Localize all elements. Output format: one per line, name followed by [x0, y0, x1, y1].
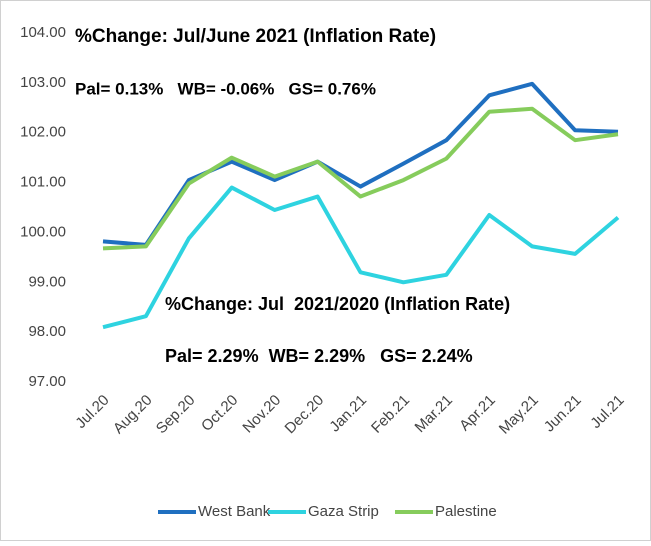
- legend-label: Gaza Strip: [308, 503, 379, 520]
- y-tick-label: 99.00: [28, 273, 66, 290]
- annotation: Pal= 0.13% WB= -0.06% GS= 0.76%: [75, 79, 376, 98]
- annotation: %Change: Jul 2021/2020 (Inflation Rate): [165, 294, 510, 314]
- line-series: [102, 81, 619, 247]
- y-tick-label: 102.00: [20, 124, 66, 141]
- annotation: %Change: Jul/June 2021 (Inflation Rate): [75, 26, 436, 47]
- legend-label: Palestine: [435, 503, 497, 520]
- y-tick-label: 101.00: [20, 174, 66, 191]
- legend-label: West Bank: [198, 503, 271, 520]
- y-tick-label: 97.00: [28, 373, 66, 390]
- line-series: [102, 106, 619, 251]
- annotation: Pal= 2.29% WB= 2.29% GS= 2.24%: [165, 346, 473, 366]
- y-tick-label: 98.00: [28, 323, 66, 340]
- y-tick-label: 100.00: [20, 223, 66, 240]
- line-series: [102, 185, 620, 330]
- y-tick-label: 103.00: [20, 74, 66, 91]
- y-tick-label: 104.00: [20, 24, 66, 41]
